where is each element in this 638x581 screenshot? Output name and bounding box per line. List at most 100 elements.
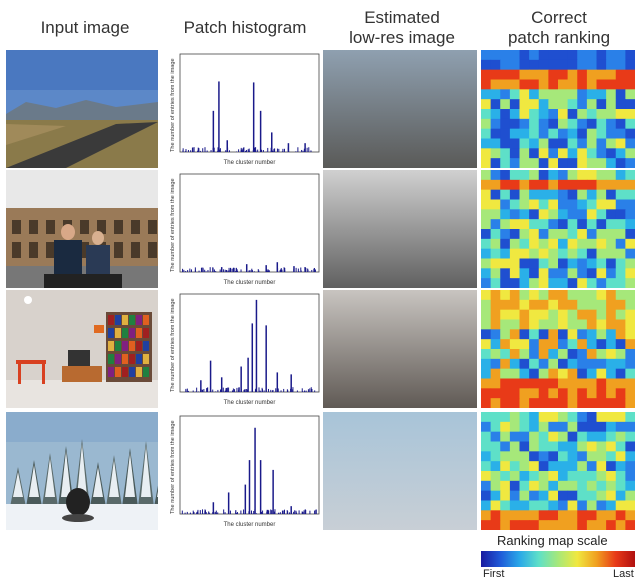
ranking-cell xyxy=(519,461,530,472)
ranking-cell xyxy=(548,358,559,370)
ranking-cell xyxy=(625,238,635,250)
ranking-cell xyxy=(567,431,578,442)
tree-snow xyxy=(77,444,87,497)
arch xyxy=(131,220,140,234)
ranking-cell xyxy=(586,199,597,210)
ranking-cell xyxy=(558,128,569,139)
ranking-cell xyxy=(586,189,597,200)
ranking-cell xyxy=(625,138,635,149)
ranking-cell xyxy=(538,490,549,501)
ranking-cell xyxy=(490,510,501,521)
ranking-cell xyxy=(577,412,588,423)
ranking-cell xyxy=(615,138,626,149)
ranking-cell xyxy=(529,148,540,159)
book xyxy=(136,328,142,338)
ranking-cell xyxy=(596,158,607,168)
ranking-cell xyxy=(567,248,578,259)
ranking-cell xyxy=(586,471,597,482)
ranking-cell xyxy=(500,199,511,210)
ranking-cell xyxy=(509,461,520,472)
ranking-cell xyxy=(586,329,597,340)
ranking-cell xyxy=(509,278,520,288)
ranking-cell xyxy=(490,500,501,511)
ranking-cell xyxy=(500,109,511,120)
ranking-cell xyxy=(567,309,578,320)
ranking-cell xyxy=(596,500,607,511)
ranking-cell xyxy=(519,268,530,279)
ranking-cell xyxy=(596,59,607,71)
ranking-cell xyxy=(558,99,569,110)
ranking-cell xyxy=(625,461,635,472)
ranking-scale-last: Last xyxy=(613,568,634,580)
ranking-cell xyxy=(615,238,626,250)
ranking-cell xyxy=(509,89,520,100)
ranking-cell xyxy=(500,309,511,320)
ranking-cell xyxy=(586,59,597,71)
ranking-cell xyxy=(538,258,549,269)
ranking-cell xyxy=(606,109,617,120)
ranking-cell xyxy=(586,431,597,442)
arch xyxy=(114,242,123,258)
ranking-cell xyxy=(509,199,520,210)
ranking-cell xyxy=(625,219,635,230)
book xyxy=(143,341,149,351)
ranking-cell xyxy=(615,520,626,530)
ranking-cell xyxy=(586,50,597,61)
ranking-cell xyxy=(586,480,597,492)
ranking-cell xyxy=(481,290,492,301)
tree-snow xyxy=(13,472,23,497)
ranking-cell xyxy=(548,229,559,240)
ranking-cell xyxy=(538,349,549,360)
ranking-cell xyxy=(625,471,635,482)
ranking-cell xyxy=(577,431,588,442)
ranking-cell xyxy=(519,480,530,492)
ranking-cell xyxy=(509,412,520,423)
ranking-cell xyxy=(567,520,578,530)
ranking-cell xyxy=(509,170,520,181)
ranking-cell xyxy=(490,490,501,501)
ranking-cell xyxy=(538,170,549,181)
ranking-cell xyxy=(558,258,569,269)
hedge xyxy=(44,274,122,288)
ranking-cell xyxy=(538,278,549,288)
ranking-cell xyxy=(538,248,549,259)
ranking-cell xyxy=(577,349,588,360)
ranking-cell xyxy=(586,398,597,408)
ranking-cell xyxy=(519,500,530,511)
ranking-cell xyxy=(558,378,569,389)
ranking-cell xyxy=(500,398,511,408)
ranking-cell xyxy=(615,229,626,240)
book xyxy=(143,354,149,364)
ranking-cell xyxy=(615,290,626,301)
ranking-cell xyxy=(548,299,559,311)
ranking-cell xyxy=(577,248,588,259)
ranking-cell xyxy=(490,349,501,360)
ranking-cell xyxy=(586,388,597,399)
ranking-cell xyxy=(606,290,617,301)
ranking-cell xyxy=(577,471,588,482)
ranking-cell xyxy=(538,128,549,139)
ranking-cell xyxy=(529,319,540,330)
histogram-xlabel: The cluster number xyxy=(224,280,276,286)
ranking-cell xyxy=(500,349,511,360)
ranking-cell xyxy=(529,268,540,279)
ranking-cell xyxy=(577,378,588,389)
ranking-cell xyxy=(529,99,540,110)
ranking-cell xyxy=(529,368,540,379)
ranking-cell xyxy=(577,229,588,240)
book xyxy=(129,315,135,325)
ranking-cell xyxy=(519,388,530,399)
ranking-cell xyxy=(509,349,520,360)
ranking-cell xyxy=(625,209,635,220)
ranking-cell xyxy=(548,258,559,269)
ranking-cell xyxy=(577,268,588,279)
ranking-cell xyxy=(625,329,635,340)
ranking-cell xyxy=(567,398,578,408)
ranking-cell xyxy=(519,189,530,200)
ranking-cell xyxy=(567,50,578,61)
ranking-cell xyxy=(519,278,530,288)
ranking-cell xyxy=(509,490,520,501)
ranking-cell xyxy=(529,520,540,530)
ranking-cell xyxy=(625,358,635,370)
ranking-cell xyxy=(538,388,549,399)
